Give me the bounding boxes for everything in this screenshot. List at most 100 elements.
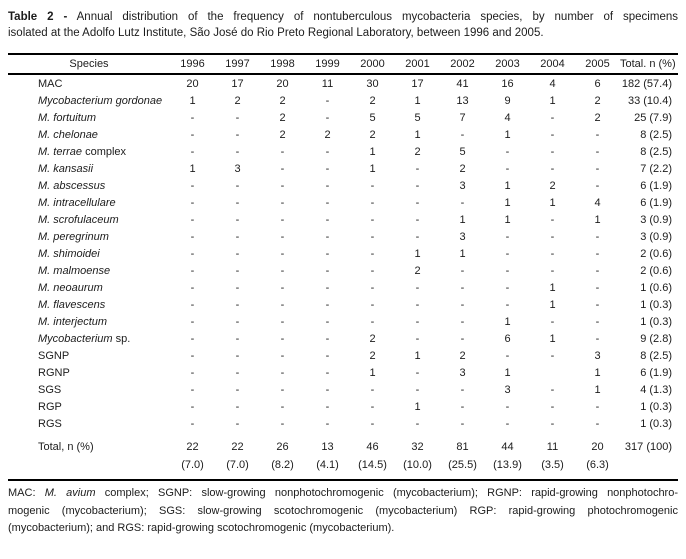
year-value: - (280, 281, 285, 294)
year-value: - (370, 400, 375, 413)
year-value: - (550, 315, 555, 328)
year-value: - (370, 298, 375, 311)
year-value: - (190, 366, 195, 379)
total-percent: (13.9) (485, 456, 530, 481)
year-value: 3 (459, 230, 466, 243)
total-count: 13 (321, 441, 334, 453)
species-row: M. abscessus - - - - - - 3 1 2 - 6 (1.9) (8, 177, 678, 194)
year-value: - (370, 264, 375, 277)
total-count: 22 (186, 441, 199, 453)
year-value: - (370, 247, 375, 260)
frequency-table: Species 1996 1997 1998 1999 2000 2001 2002 2003… (8, 53, 678, 481)
species-name: Mycobacterium gordonae (8, 92, 170, 109)
year-value: - (280, 230, 285, 243)
year-value: - (505, 162, 510, 175)
year-value (530, 364, 575, 381)
year-value: - (190, 298, 195, 311)
row-total: 6 (1.9) (640, 179, 672, 192)
year-value: - (550, 417, 555, 430)
total-count: 20 (591, 441, 604, 453)
year-value: 1 (189, 162, 196, 175)
row-total: 1 (0.6) (640, 281, 672, 294)
column-header-year-2002: 2002 (450, 58, 475, 70)
species-row: M. chelonae - - 2 2 2 1 - 1 - - 8 (2.5) (8, 126, 678, 143)
total-percent: (7.0) (170, 456, 215, 481)
total-percent: (7.0) (215, 456, 260, 481)
caption-line-1: Table 2 - Annual distribution of the fre… (8, 9, 678, 25)
year-value: 1 (549, 196, 556, 209)
grand-total-value: 317 (100) (624, 441, 672, 453)
year-value: - (325, 315, 330, 328)
year-value: 2 (279, 94, 286, 107)
species-name: M. neoaurum (8, 279, 170, 296)
year-value: - (235, 111, 240, 124)
year-value: - (505, 298, 510, 311)
year-value: 16 (501, 77, 514, 90)
year-value: - (325, 213, 330, 226)
year-value: - (235, 145, 240, 158)
year-value: 2 (369, 332, 376, 345)
species-row: M. shimoidei - - - - - 1 1 - - - 2 (0.6) (8, 245, 678, 262)
row-total: 1 (0.3) (640, 417, 672, 430)
species-row: M. scrofulaceum - - - - - - 1 1 - 1 3 (0.9) (8, 211, 678, 228)
species-name-italic: M. intracellulare (38, 196, 116, 209)
year-value: 4 (504, 111, 511, 124)
year-value: - (235, 400, 240, 413)
species-name-italic: M. neoaurum (38, 281, 103, 294)
row-total: 1 (0.3) (640, 400, 672, 413)
year-value: - (280, 247, 285, 260)
year-value: 17 (231, 77, 244, 90)
year-value: - (325, 94, 330, 107)
year-value: - (595, 145, 600, 158)
species-name-roman: RGP (38, 400, 62, 413)
column-header-year-1999: 1999 (315, 58, 340, 70)
year-value: - (460, 264, 465, 277)
year-value: - (190, 111, 195, 124)
row-total: 8 (2.5) (640, 128, 672, 141)
year-value: 2 (324, 128, 331, 141)
year-value: - (325, 111, 330, 124)
species-name: M. chelonae (8, 126, 170, 143)
year-value: - (325, 264, 330, 277)
year-value: - (415, 332, 420, 345)
year-value: 3 (459, 179, 466, 192)
row-total: 3 (0.9) (640, 230, 672, 243)
year-value: - (550, 111, 555, 124)
year-value: - (595, 162, 600, 175)
row-total: 1 (0.3) (640, 315, 672, 328)
footnote-line-3: (mycobacterium); and RGS: rapid-growing … (8, 522, 395, 534)
total-counts-row: Total, n (%) 22 22 26 13 46 32 81 44 11 20 317 (10… (8, 432, 678, 456)
total-percent: (4.1) (305, 456, 350, 481)
year-value: - (595, 315, 600, 328)
total-count: 26 (276, 441, 289, 453)
species-name: M. flavescens (8, 296, 170, 313)
year-value: - (280, 366, 285, 379)
year-value: 1 (459, 247, 466, 260)
year-value: - (325, 383, 330, 396)
total-count: 32 (411, 441, 424, 453)
species-row: M. kansasii 1 3 - - 1 - 2 - - - 7 (2.2) (8, 160, 678, 177)
year-value: 2 (459, 162, 466, 175)
species-row: Mycobacterium sp. - - - - 2 - - 6 1 - 9 (2.8) (8, 330, 678, 347)
column-header-year-1998: 1998 (270, 58, 295, 70)
table-caption: Table 2 - Annual distribution of the fre… (8, 9, 678, 41)
year-value: - (325, 349, 330, 362)
year-value: 1 (189, 94, 196, 107)
total-percent: (14.5) (350, 456, 395, 481)
year-value: - (415, 179, 420, 192)
year-value: 11 (321, 77, 334, 90)
year-value: 20 (276, 77, 289, 90)
year-value: - (190, 349, 195, 362)
total-percents-row: (7.0) (7.0) (8.2) (4.1) (14.5) (10.0) (25.5) (1… (8, 456, 678, 481)
year-value: - (190, 213, 195, 226)
species-name: M. terrae complex (8, 143, 170, 160)
column-header-total: Total. n (%) (620, 58, 676, 70)
year-value: - (325, 417, 330, 430)
species-name-italic: M. flavescens (38, 298, 106, 311)
year-value: - (280, 383, 285, 396)
total-percent: (6.3) (575, 456, 620, 481)
year-value: 2 (279, 128, 286, 141)
year-value: - (235, 298, 240, 311)
species-name-italic: M. interjectum (38, 315, 108, 328)
year-value: - (280, 264, 285, 277)
